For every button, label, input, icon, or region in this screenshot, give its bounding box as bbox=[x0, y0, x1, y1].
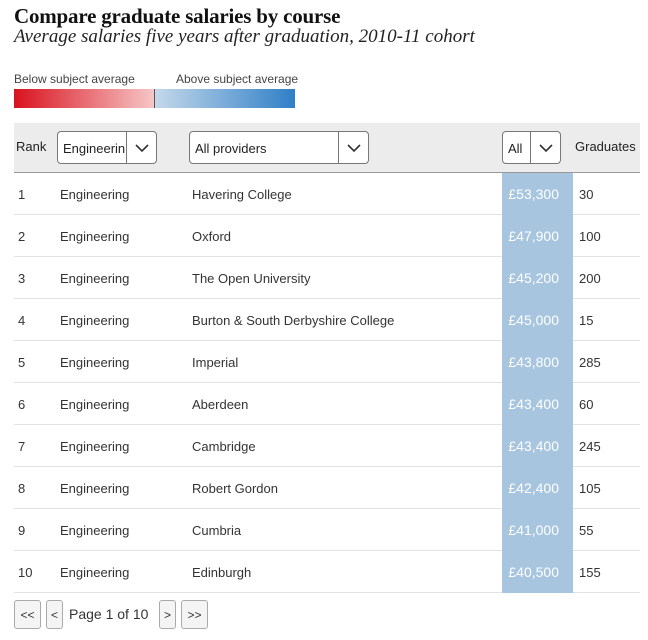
chevron-down-icon[interactable] bbox=[126, 132, 156, 163]
chevron-down-icon[interactable] bbox=[338, 132, 368, 163]
graduates-cell: 155 bbox=[579, 565, 601, 580]
prev-page-button[interactable]: < bbox=[46, 600, 63, 629]
page-title: Compare graduate salaries by course bbox=[14, 4, 341, 28]
rank-cell: 6 bbox=[18, 397, 26, 412]
rank-header: Rank bbox=[16, 139, 47, 154]
salary-cell: £41,000 bbox=[502, 509, 573, 551]
salary-filter-select[interactable]: All bbox=[502, 131, 561, 164]
provider-cell: Burton & South Derbyshire College bbox=[192, 313, 395, 328]
provider-select[interactable]: All providers bbox=[189, 131, 369, 164]
course-cell: Engineering bbox=[60, 313, 130, 328]
course-cell: Engineering bbox=[60, 523, 130, 538]
provider-cell: Aberdeen bbox=[192, 397, 249, 412]
results-table: 1 Engineering Havering College £53,300 3… bbox=[14, 173, 640, 593]
salary-cell: £45,000 bbox=[502, 299, 573, 341]
provider-cell: Havering College bbox=[192, 187, 292, 202]
table-row: 4 Engineering Burton & South Derbyshire … bbox=[14, 299, 640, 341]
graduates-cell: 30 bbox=[579, 187, 594, 202]
table-row: 5 Engineering Imperial £43,800 285 bbox=[14, 341, 640, 383]
graduates-cell: 105 bbox=[579, 481, 601, 496]
table-row: 7 Engineering Cambridge £43,400 245 bbox=[14, 425, 640, 467]
rank-cell: 4 bbox=[18, 313, 26, 328]
next-page-button[interactable]: > bbox=[159, 600, 176, 629]
graduates-cell: 200 bbox=[579, 271, 601, 286]
table-row: 9 Engineering Cumbria £41,000 55 bbox=[14, 509, 640, 551]
last-page-button[interactable]: >> bbox=[181, 600, 208, 629]
legend-below-label: Below subject average bbox=[14, 72, 135, 86]
provider-cell: Robert Gordon bbox=[192, 481, 278, 496]
course-cell: Engineering bbox=[60, 229, 130, 244]
salary-cell: £40,500 bbox=[502, 551, 573, 593]
table-row: 8 Engineering Robert Gordon £42,400 105 bbox=[14, 467, 640, 509]
provider-cell: The Open University bbox=[192, 271, 311, 286]
salary-cell: £43,400 bbox=[502, 383, 573, 425]
salary-cell: £43,400 bbox=[502, 425, 573, 467]
course-cell: Engineering bbox=[60, 397, 130, 412]
salary-cell: £45,200 bbox=[502, 257, 573, 299]
provider-select-value: All providers bbox=[195, 141, 267, 156]
rank-cell: 3 bbox=[18, 271, 26, 286]
provider-cell: Edinburgh bbox=[192, 565, 252, 580]
table-row: 6 Engineering Aberdeen £43,400 60 bbox=[14, 383, 640, 425]
legend-below-gradient bbox=[14, 89, 154, 108]
table-row: 10 Engineering Edinburgh £40,500 155 bbox=[14, 551, 640, 593]
salary-filter-value: All bbox=[508, 141, 523, 156]
first-page-button[interactable]: << bbox=[14, 600, 41, 629]
salary-cell: £47,900 bbox=[502, 215, 573, 257]
graduates-cell: 100 bbox=[579, 229, 601, 244]
rank-cell: 1 bbox=[18, 187, 26, 202]
provider-cell: Cumbria bbox=[192, 523, 242, 538]
legend-divider bbox=[154, 89, 155, 108]
rank-cell: 9 bbox=[18, 523, 26, 538]
table-row: 2 Engineering Oxford £47,900 100 bbox=[14, 215, 640, 257]
course-cell: Engineering bbox=[60, 481, 130, 496]
table-row: 1 Engineering Havering College £53,300 3… bbox=[14, 173, 640, 215]
rank-cell: 7 bbox=[18, 439, 26, 454]
rank-cell: 5 bbox=[18, 355, 26, 370]
course-select[interactable]: Engineering bbox=[57, 131, 157, 164]
salary-cell: £42,400 bbox=[502, 467, 573, 509]
salary-cell: £53,300 bbox=[502, 173, 573, 215]
page-subtitle: Average salaries five years after gradua… bbox=[14, 26, 475, 47]
course-select-value: Engineering bbox=[63, 141, 125, 156]
graduates-cell: 285 bbox=[579, 355, 601, 370]
course-cell: Engineering bbox=[60, 439, 130, 454]
chevron-down-icon[interactable] bbox=[530, 132, 560, 163]
provider-cell: Imperial bbox=[192, 355, 239, 370]
rank-cell: 2 bbox=[18, 229, 26, 244]
table-row: 3 Engineering The Open University £45,20… bbox=[14, 257, 640, 299]
course-cell: Engineering bbox=[60, 187, 130, 202]
course-cell: Engineering bbox=[60, 271, 130, 286]
course-cell: Engineering bbox=[60, 355, 130, 370]
table-header: Rank Engineering All providers All Gradu… bbox=[14, 123, 640, 173]
page-indicator: Page 1 of 10 bbox=[69, 606, 149, 622]
graduates-cell: 60 bbox=[579, 397, 594, 412]
graduates-cell: 245 bbox=[579, 439, 601, 454]
rank-cell: 10 bbox=[18, 565, 33, 580]
rank-cell: 8 bbox=[18, 481, 26, 496]
salary-cell: £43,800 bbox=[502, 341, 573, 383]
legend-above-label: Above subject average bbox=[176, 72, 299, 86]
graduates-cell: 55 bbox=[579, 523, 594, 538]
course-cell: Engineering bbox=[60, 565, 130, 580]
graduates-cell: 15 bbox=[579, 313, 594, 328]
graduates-header: Graduates bbox=[575, 139, 636, 154]
legend-color-scale bbox=[14, 89, 295, 108]
legend-above-gradient bbox=[155, 89, 295, 108]
provider-cell: Cambridge bbox=[192, 439, 256, 454]
provider-cell: Oxford bbox=[192, 229, 232, 244]
